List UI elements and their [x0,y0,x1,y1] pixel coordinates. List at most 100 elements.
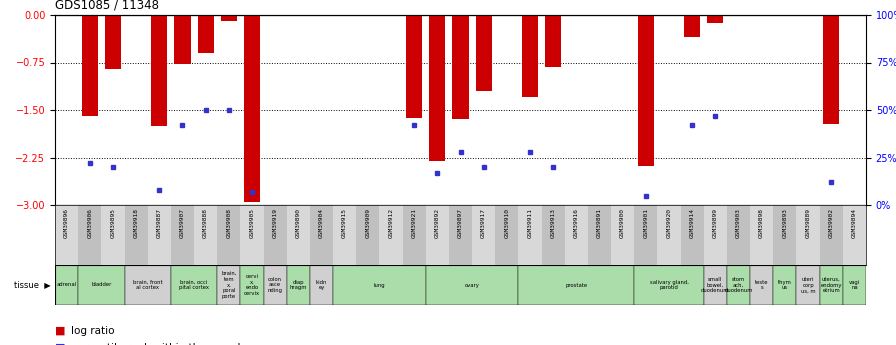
Text: GSM39921: GSM39921 [411,208,417,238]
Bar [175,15,191,65]
Text: GSM39920: GSM39920 [667,208,671,238]
Text: GSM39893: GSM39893 [782,208,788,238]
Text: tissue  ▶: tissue ▶ [13,280,50,289]
Bar [82,15,98,116]
Text: GSM39914: GSM39914 [690,208,694,238]
Text: ovary: ovary [465,283,479,287]
Bar [588,205,611,265]
Text: GSM39919: GSM39919 [272,208,278,238]
Bar [426,265,519,305]
Text: GSM39912: GSM39912 [389,208,393,238]
Text: ■: ■ [55,326,65,336]
Text: GSM39892: GSM39892 [435,208,440,238]
Bar [843,265,866,305]
Bar [519,205,541,265]
Bar [797,265,820,305]
Bar [171,205,194,265]
Bar [287,205,310,265]
Bar [773,205,797,265]
Bar [55,205,78,265]
Text: GSM39895: GSM39895 [110,208,116,238]
Bar [244,15,260,202]
Bar [703,265,727,305]
Text: prostate: prostate [565,283,588,287]
Text: GSM39890: GSM39890 [296,208,301,238]
Bar [263,265,287,305]
Bar [310,205,333,265]
Text: GSM39887: GSM39887 [157,208,162,238]
Bar [703,205,727,265]
Bar [333,265,426,305]
Bar [55,265,78,305]
Bar [333,205,357,265]
Bar [151,15,168,126]
Text: small
bowel,
duodenum: small bowel, duodenum [702,277,729,293]
Text: bladder: bladder [91,283,111,287]
Bar [707,15,723,23]
Text: GSM39897: GSM39897 [458,208,463,238]
Bar [843,205,866,265]
Bar [429,15,445,161]
Bar [240,265,263,305]
Bar [240,205,263,265]
Bar [194,205,217,265]
Text: log ratio: log ratio [71,326,115,336]
Bar [452,15,469,119]
Bar [125,265,171,305]
Text: vagi
na: vagi na [849,279,860,290]
Bar [750,265,773,305]
Text: GSM39901: GSM39901 [643,208,649,238]
Text: brain, occi
pital cortex: brain, occi pital cortex [179,279,209,290]
Bar [823,15,840,124]
Bar [217,265,240,305]
Text: adrenal: adrenal [56,283,77,287]
Text: kidn
ey: kidn ey [315,279,327,290]
Bar [541,205,564,265]
Text: GSM39888: GSM39888 [203,208,208,238]
Text: lung: lung [374,283,385,287]
Text: ■: ■ [55,343,65,345]
Text: uteri
corp
us, m: uteri corp us, m [801,277,815,293]
Text: GSM39889: GSM39889 [806,208,811,238]
Bar [634,265,703,305]
Text: GSM39898: GSM39898 [759,208,764,238]
Bar [449,205,472,265]
Text: salivary gland,
parotid: salivary gland, parotid [650,279,688,290]
Text: percentile rank within the sample: percentile rank within the sample [71,343,247,345]
Bar [797,205,820,265]
Bar [638,15,654,166]
Bar [681,205,703,265]
Bar [310,265,333,305]
Bar [220,15,237,21]
Bar [727,205,750,265]
Bar [406,15,422,118]
Bar [357,205,379,265]
Text: GSM39918: GSM39918 [134,208,139,238]
Bar [472,205,495,265]
Text: diap
hragm: diap hragm [289,279,307,290]
Text: GSM39905: GSM39905 [249,208,254,238]
Text: GSM39903: GSM39903 [736,208,741,238]
Bar [545,15,561,67]
Bar [379,205,402,265]
Bar [476,15,492,91]
Bar [495,205,519,265]
Text: uterus,
endomy
etrium: uterus, endomy etrium [821,277,842,293]
Bar [105,15,121,69]
Bar [125,205,148,265]
Bar [78,265,125,305]
Text: teste
s: teste s [755,279,769,290]
Bar [263,205,287,265]
Bar [658,205,681,265]
Bar [171,265,217,305]
Text: GSM39896: GSM39896 [65,208,69,238]
Text: GSM39909: GSM39909 [366,208,370,238]
Bar [197,15,214,53]
Text: colon
asce
nding: colon asce nding [268,277,282,293]
Bar [750,205,773,265]
Bar [217,205,240,265]
Text: GSM39902: GSM39902 [829,208,834,238]
Text: GSM39899: GSM39899 [713,208,718,238]
Text: thym
us: thym us [778,279,792,290]
Bar [426,205,449,265]
